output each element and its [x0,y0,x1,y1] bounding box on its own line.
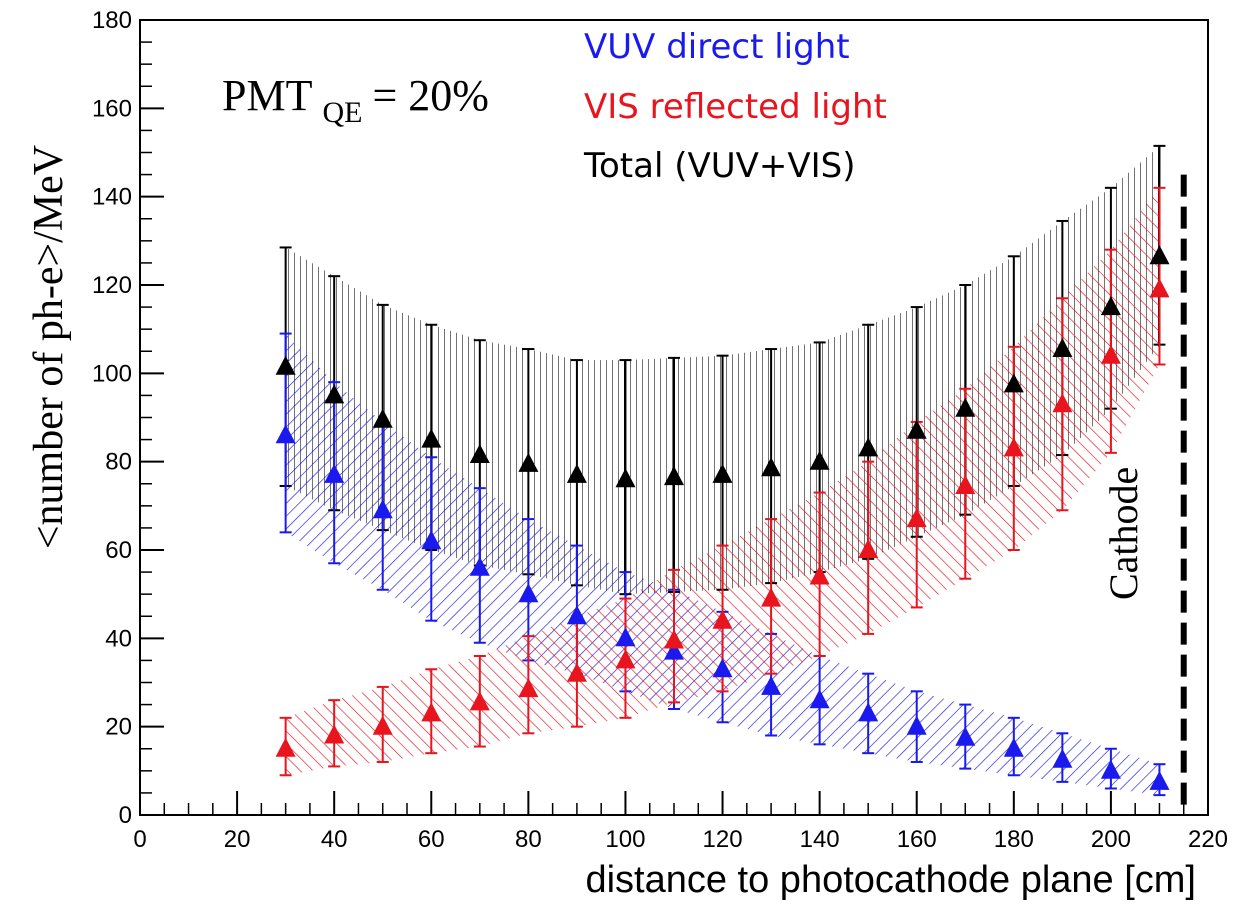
x-tick-label: 200 [1091,826,1131,853]
legend-vis: VIS reflected light [584,87,887,127]
marker-vuv [275,424,296,444]
marker-vuv [372,499,393,519]
marker-total [1052,338,1073,357]
marker-vis [566,662,587,682]
y-tick-label: 160 [92,95,132,122]
x-tick-label: 140 [800,826,840,853]
marker-total [664,466,684,486]
marker-total [518,452,539,472]
marker-vis [1052,393,1073,413]
marker-vis [518,678,539,698]
marker-vis [421,702,442,722]
y-tick-label: 60 [105,537,132,564]
marker-vis [275,737,296,757]
marker-total [324,384,345,404]
y-axis-title: <number of ph-e>/MeV [26,145,72,549]
x-tick-label: 0 [133,826,146,853]
x-tick-label: 180 [994,826,1034,853]
marker-vuv [955,726,976,746]
marker-total [421,428,442,448]
marker-vis [712,609,733,629]
x-tick-label: 40 [321,826,348,853]
marker-total [469,444,490,463]
marker-total [906,419,927,439]
legend-total: Total (VUV+VIS) [583,146,856,186]
marker-vuv [1149,770,1170,790]
y-tick-label: 100 [92,360,132,387]
marker-vuv [1100,759,1121,779]
marker-total [1149,245,1170,265]
marker-total [566,463,587,483]
marker-total [615,468,636,488]
marker-vis [955,475,976,494]
marker-vis [1149,278,1170,298]
marker-vuv [615,627,636,647]
y-tick-label: 180 [92,7,132,34]
marker-vis [858,539,879,558]
marker-vis [1100,344,1121,364]
marker-total [1003,373,1024,393]
pmt-annotation: PMT QE = 20% [222,71,489,129]
marker-vis [906,508,927,528]
marker-vis [615,649,636,669]
marker-vis [761,587,782,607]
y-tick-label: 80 [105,449,132,476]
x-tick-label: 80 [515,826,542,853]
marker-vuv [324,463,345,483]
x-tick-label: 60 [418,826,445,853]
marker-total [809,450,830,470]
marker-vuv [664,640,684,660]
marker-vuv [906,715,927,735]
pmt-subscript: QE [322,96,362,129]
marker-total [761,457,782,477]
marker-vis [469,691,490,711]
marker-vuv [809,689,830,709]
legend-vuv: VUV direct light [584,27,850,67]
y-tick-label: 20 [105,714,132,741]
pmt-prefix: PMT [222,71,313,120]
marker-vis [664,629,684,649]
marker-total [712,463,733,483]
x-tick-label: 220 [1188,826,1228,853]
y-tick-label: 140 [92,184,132,211]
x-tick-label: 100 [605,826,645,853]
marker-total [858,437,879,457]
cathode-label: Cathode [1101,467,1146,600]
y-tick-label: 120 [92,272,132,299]
marker-vis [372,715,393,735]
marker-vuv [712,658,733,678]
y-tick-label: 0 [119,802,132,829]
marker-vuv [518,583,539,603]
x-tick-label: 20 [224,826,251,853]
x-axis-ticks: 0 20 40 60 80 100 120 140 160 180 200 220 [133,791,1228,853]
pmt-value: = 20% [372,71,488,120]
marker-vuv [469,556,490,576]
y-tick-label: 40 [105,625,132,652]
marker-vis [1003,437,1024,457]
data-markers [275,245,1170,790]
marker-total [372,408,393,428]
marker-vis [809,565,830,585]
marker-total [275,355,296,375]
marker-vuv [421,530,442,550]
marker-vuv [1052,748,1073,768]
x-tick-label: 120 [703,826,743,853]
marker-total [955,397,976,417]
x-tick-label: 160 [897,826,937,853]
marker-vis [324,724,345,744]
y-axis-ticks: 0 20 40 60 80 100 120 140 160 180 [92,7,164,829]
marker-total [1100,296,1121,316]
marker-vuv [761,675,782,695]
marker-vuv [566,605,587,625]
marker-vuv [1003,737,1024,757]
marker-vuv [858,702,879,722]
x-axis-title: distance to photocathode plane [cm] [585,859,1196,901]
